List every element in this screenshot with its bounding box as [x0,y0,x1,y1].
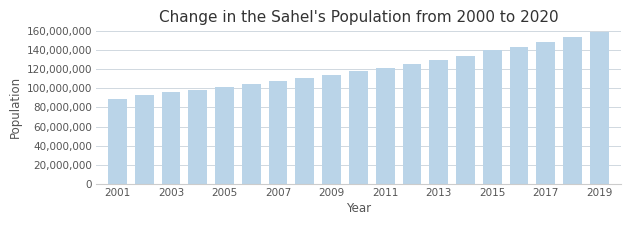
Bar [269,81,287,184]
Bar [590,32,609,184]
Bar [215,87,234,184]
Bar [403,64,421,184]
Bar [162,92,180,184]
Bar [323,75,341,184]
Bar [188,90,207,184]
Bar [483,50,502,184]
Bar [509,47,529,184]
Title: Change in the Sahel's Population from 2000 to 2020: Change in the Sahel's Population from 20… [159,10,558,25]
Bar [135,95,154,184]
Bar [536,42,556,184]
X-axis label: Year: Year [346,202,371,215]
Bar [563,37,582,184]
Bar [376,68,394,184]
Y-axis label: Population: Population [9,76,22,139]
Bar [242,84,260,184]
Bar [108,99,127,184]
Bar [349,71,368,184]
Bar [429,60,448,184]
Bar [296,78,314,184]
Bar [456,56,475,184]
